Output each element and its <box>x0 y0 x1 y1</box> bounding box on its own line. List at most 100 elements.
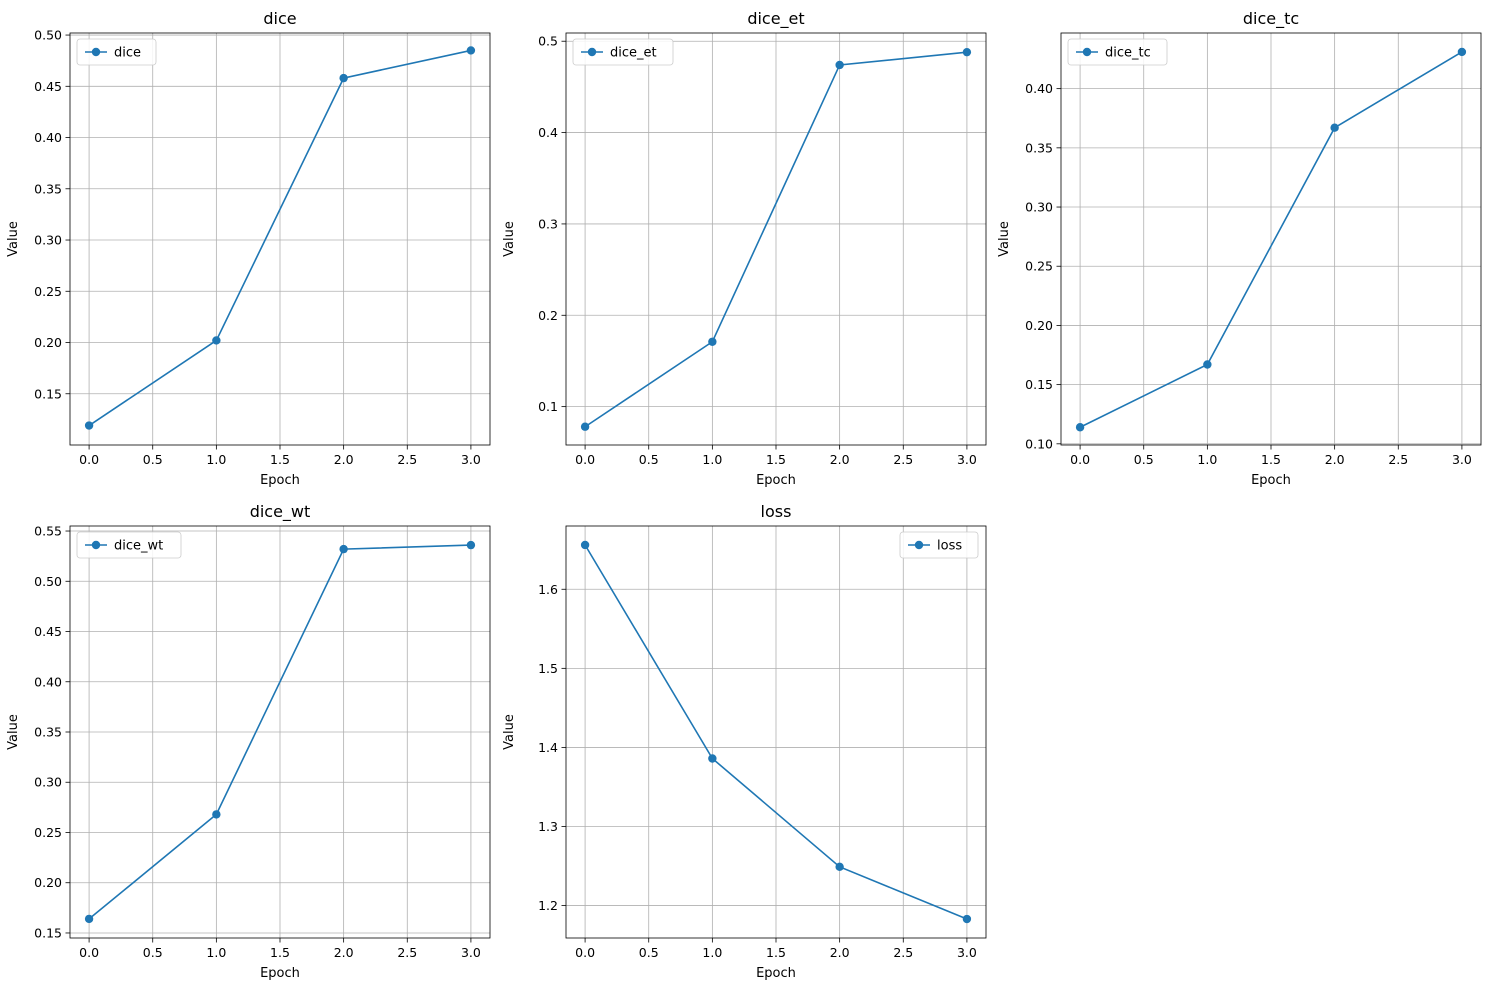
x-tick-label: 3.0 <box>461 945 481 960</box>
series-line-dice-et <box>584 51 967 428</box>
x-tick-label: 0.0 <box>1070 452 1090 467</box>
x-tick-label: 2.0 <box>334 945 354 960</box>
y-tick-label: 0.1 <box>538 399 558 414</box>
legend-marker <box>91 540 101 550</box>
legend-box <box>76 531 182 559</box>
x-tick-label: 3.0 <box>957 945 977 960</box>
y-tick-label: 0.25 <box>1025 259 1053 274</box>
subplot-loss: 0.0 0.5 1.0 1.5 2.0 2.5 3.0 1.2 1.3 1.4 1.5 1.6 loss… <box>502 502 987 981</box>
data-point <box>835 862 844 872</box>
data-point <box>1457 47 1467 57</box>
y-tick-label: 0.20 <box>34 875 62 890</box>
y-tick-label: 0.20 <box>34 335 62 350</box>
y-tick-label: 0.2 <box>538 308 558 323</box>
data-point <box>962 47 972 57</box>
x-tick-label: 0.0 <box>575 452 595 467</box>
series-line-loss <box>584 544 968 920</box>
data-point <box>962 914 972 924</box>
data-point <box>339 544 348 554</box>
x-tick-label: 2.0 <box>830 452 850 467</box>
chart-title: loss <box>761 502 792 521</box>
legend-label: dice_tc <box>1105 46 1151 61</box>
y-axis-label: Value <box>502 714 517 750</box>
data-point <box>212 336 221 345</box>
data-point <box>466 540 476 550</box>
legend: dice_wt <box>76 531 182 559</box>
legend: loss <box>899 531 979 559</box>
y-tick-label: 1.3 <box>538 819 558 834</box>
chart-title: dice_wt <box>250 502 311 522</box>
legend-box <box>572 38 674 66</box>
y-axis-label: Value <box>997 221 1012 257</box>
data-point <box>580 540 590 550</box>
series-line-dice-wt <box>88 544 471 920</box>
legend-marker <box>587 47 597 57</box>
axes-frame <box>69 525 491 939</box>
y-tick-label: 0.30 <box>34 775 62 790</box>
data-point <box>212 810 221 819</box>
x-tick-label: 1.5 <box>1261 452 1281 467</box>
legend-box <box>1067 38 1168 66</box>
data-point <box>339 73 348 83</box>
legend-label: dice_wt <box>114 539 163 554</box>
x-axis-label: Epoch <box>756 966 796 981</box>
x-tick-label: 1.5 <box>270 945 290 960</box>
axes-frame <box>69 32 491 446</box>
legend-box <box>899 531 979 559</box>
x-axis-label: Epoch <box>260 473 300 488</box>
data-point <box>708 337 717 346</box>
x-axis-label: Epoch <box>260 966 300 981</box>
x-tick-label: 0.5 <box>143 452 163 467</box>
x-tick-label: 2.0 <box>1325 452 1345 467</box>
x-tick-label: 0.0 <box>575 945 595 960</box>
data-point <box>466 46 476 55</box>
legend-marker <box>91 47 101 57</box>
y-tick-label: 0.4 <box>538 125 558 140</box>
legend-label: dice <box>114 46 141 61</box>
y-tick-label: 0.10 <box>1025 436 1053 451</box>
data-point <box>1075 423 1085 432</box>
y-tick-label: 0.15 <box>34 386 62 401</box>
y-tick-label: 0.35 <box>1025 140 1053 155</box>
x-tick-label: 0.0 <box>79 452 99 467</box>
y-tick-label: 0.3 <box>538 216 558 231</box>
x-tick-label: 1.5 <box>766 452 786 467</box>
x-tick-label: 3.0 <box>957 452 977 467</box>
y-tick-label: 1.4 <box>538 740 558 755</box>
x-tick-label: 1.5 <box>766 945 786 960</box>
y-tick-label: 1.5 <box>538 661 558 676</box>
x-tick-label: 2.5 <box>893 452 913 467</box>
legend-marker <box>914 540 924 550</box>
x-tick-label: 1.0 <box>702 945 722 960</box>
y-tick-label: 0.50 <box>34 574 62 589</box>
y-tick-label: 0.15 <box>34 925 62 940</box>
y-axis-label: Value <box>502 221 517 257</box>
y-tick-label: 0.40 <box>34 674 62 689</box>
legend: dice <box>76 38 157 66</box>
x-tick-label: 2.5 <box>1388 452 1408 467</box>
legend-marker <box>1082 47 1092 57</box>
y-tick-label: 0.50 <box>34 28 62 43</box>
x-tick-label: 0.5 <box>639 452 659 467</box>
y-tick-label: 0.55 <box>34 524 62 539</box>
y-tick-label: 0.45 <box>34 624 62 639</box>
data-point <box>84 421 94 430</box>
y-tick-label: 0.40 <box>34 130 62 145</box>
data-point <box>1330 123 1339 132</box>
subplot-dice: 0.0 0.5 1.0 1.5 2.0 2.5 3.0 0.15 0.20 0.25 0.30 0.3… <box>6 9 491 488</box>
data-point <box>708 754 717 763</box>
y-tick-label: 0.35 <box>34 725 62 740</box>
legend: dice_et <box>572 38 674 66</box>
x-tick-label: 0.5 <box>143 945 163 960</box>
y-tick-label: 0.25 <box>34 825 62 840</box>
series-line-dice <box>88 49 472 427</box>
subplot-dice-wt: 0.0 0.5 1.0 1.5 2.0 2.5 3.0 0.15 0.20 0.25 0.30 0.3… <box>6 502 491 981</box>
y-tick-label: 0.25 <box>34 284 62 299</box>
y-axis-label: Value <box>6 714 21 750</box>
data-point <box>580 422 590 431</box>
y-tick-label: 0.40 <box>1025 81 1053 96</box>
axes-frame <box>565 525 987 939</box>
x-tick-label: 1.0 <box>206 945 226 960</box>
series-line-dice-tc <box>1079 51 1463 428</box>
